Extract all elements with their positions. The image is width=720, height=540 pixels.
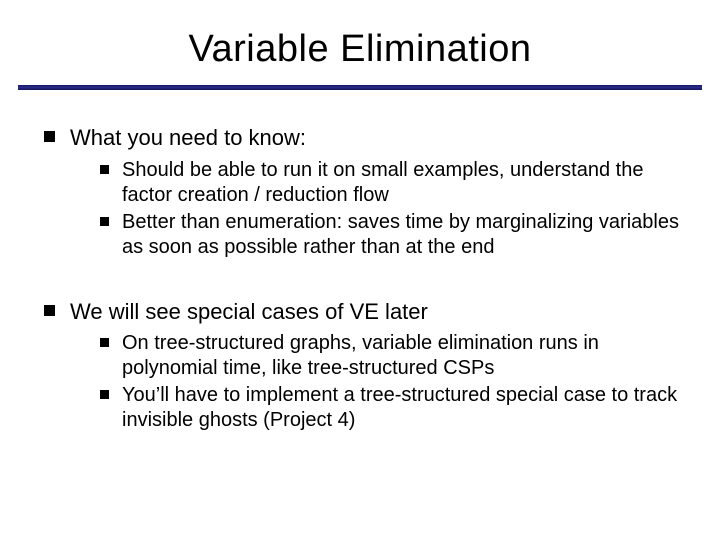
inner-bullet: Should be able to run it on small exampl… bbox=[98, 158, 680, 208]
inner-bullet-text: Should be able to run it on small exampl… bbox=[122, 159, 643, 206]
bullet-list-outer: What you need to know: Should be able to… bbox=[40, 124, 680, 260]
inner-bullet-text: Better than enumeration: saves time by m… bbox=[122, 211, 679, 258]
bullet-list-outer: We will see special cases of VE later On… bbox=[40, 298, 680, 434]
section-gap bbox=[40, 270, 680, 298]
inner-bullet-text: You’ll have to implement a tree-structur… bbox=[122, 384, 677, 431]
slide-title: Variable Elimination bbox=[0, 28, 720, 71]
slide-content: What you need to know: Should be able to… bbox=[0, 90, 720, 433]
inner-bullet: You’ll have to implement a tree-structur… bbox=[98, 383, 680, 433]
inner-bullet: Better than enumeration: saves time by m… bbox=[98, 210, 680, 260]
inner-bullet: On tree-structured graphs, variable elim… bbox=[98, 331, 680, 381]
bullet-list-inner: Should be able to run it on small exampl… bbox=[70, 158, 680, 260]
slide: Variable Elimination What you need to kn… bbox=[0, 28, 720, 540]
outer-bullet: What you need to know: Should be able to… bbox=[40, 124, 680, 260]
outer-bullet-text: What you need to know: bbox=[70, 125, 306, 150]
outer-bullet-text: We will see special cases of VE later bbox=[70, 299, 428, 324]
bullet-list-inner: On tree-structured graphs, variable elim… bbox=[70, 331, 680, 433]
inner-bullet-text: On tree-structured graphs, variable elim… bbox=[122, 332, 599, 379]
outer-bullet: We will see special cases of VE later On… bbox=[40, 298, 680, 434]
